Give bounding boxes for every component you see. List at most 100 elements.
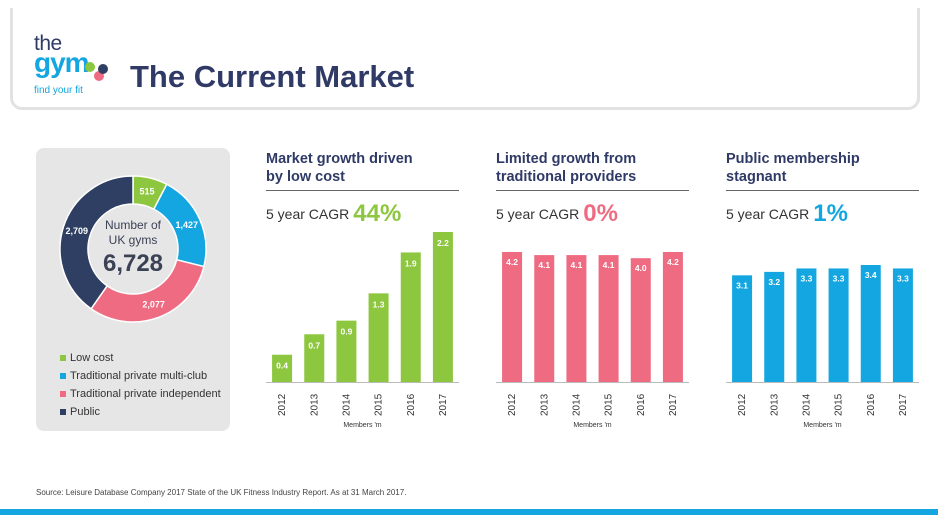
cagr-label-traditional: 5 year CAGR <box>496 206 580 222</box>
x-tick-label: 2014 <box>801 393 812 416</box>
panel-title-traditional-line1: Limited growth from <box>496 151 637 167</box>
bar-value-label: 4.2 <box>506 257 518 267</box>
x-tick-label: 2013 <box>769 393 780 416</box>
legend-swatch-low-cost <box>60 355 66 361</box>
bar-2014 <box>796 268 817 382</box>
x-axis-title: Members 'm <box>343 422 381 429</box>
donut-slice <box>59 175 134 310</box>
panel-rule-low-cost <box>266 190 459 191</box>
x-tick-label: 2014 <box>341 393 352 416</box>
x-tick-label: 2017 <box>898 393 909 416</box>
panel-title-low-cost-line1: Market growth driven <box>266 151 413 167</box>
x-tick-label: 2015 <box>834 393 845 416</box>
legend-label-multi-club: Traditional private multi-club <box>70 370 208 382</box>
logo-tagline: find your fit <box>34 85 83 96</box>
bar-value-label: 1.9 <box>405 258 417 268</box>
panel-title-traditional: Limited growth from traditional provider… <box>496 150 696 186</box>
legend-item-public: Public <box>60 403 221 421</box>
legend-swatch-public <box>60 409 66 415</box>
panel-title-public-line1: Public membership <box>726 151 860 167</box>
logo-text-the: the <box>34 32 62 55</box>
legend-item-low-cost: Low cost <box>60 349 221 367</box>
logo-text-gym: gym <box>34 47 90 78</box>
panel-title-low-cost-line2: by low cost <box>266 169 345 185</box>
bar-2017 <box>892 268 913 382</box>
bar-2015 <box>828 268 849 382</box>
cagr-label-low-cost: 5 year CAGR <box>266 206 350 222</box>
donut-slice-label: 2,709 <box>65 226 88 236</box>
donut-center-label-line1: Number of <box>105 218 162 232</box>
x-tick-label: 2013 <box>309 393 320 416</box>
donut-slice-label: 1,427 <box>176 220 199 230</box>
bar-value-label: 0.7 <box>308 340 320 350</box>
page-title: The Current Market <box>130 59 415 94</box>
brand-logo[interactable]: the gym find your fit <box>34 32 114 104</box>
x-tick-label: 2012 <box>277 393 288 416</box>
bar-2017 <box>432 232 453 382</box>
panel-title-public-line2: stagnant <box>726 169 787 185</box>
bar-value-label: 1.3 <box>373 299 385 309</box>
x-tick-label: 2015 <box>604 393 615 416</box>
bar-value-label: 3.4 <box>865 270 877 280</box>
bar-value-label: 0.9 <box>341 327 353 337</box>
bar-value-label: 4.1 <box>538 260 550 270</box>
bar-2013 <box>534 255 555 382</box>
cagr-label-public: 5 year CAGR <box>726 206 810 222</box>
bar-2012 <box>502 252 523 382</box>
legend-label-public: Public <box>70 406 100 418</box>
bar-value-label: 0.4 <box>276 361 288 371</box>
bar-value-label: 3.3 <box>801 273 813 283</box>
x-tick-label: 2013 <box>539 393 550 416</box>
cagr-public: 5 year CAGR 1% <box>726 200 848 228</box>
cagr-traditional: 5 year CAGR 0% <box>496 200 618 228</box>
bar-value-label: 4.2 <box>667 257 679 267</box>
header-card <box>10 8 920 110</box>
panel-title-public: Public membership stagnant <box>726 150 926 186</box>
legend-item-independent: Traditional private independent <box>60 385 221 403</box>
donut-center-label-line2: UK gyms <box>109 233 158 247</box>
bar-2016 <box>860 265 881 382</box>
bar-2012 <box>272 354 293 382</box>
bar-value-label: 3.3 <box>833 273 845 283</box>
bar-2014 <box>566 255 587 382</box>
logo-dot-pink-icon <box>94 71 104 81</box>
bar-value-label: 4.1 <box>603 260 615 270</box>
logo-dot-green-icon <box>85 62 95 72</box>
x-tick-label: 2017 <box>438 393 449 416</box>
bar-2015 <box>598 255 619 382</box>
bar-2013 <box>764 271 785 382</box>
x-tick-label: 2012 <box>507 393 518 416</box>
legend-swatch-multi-club <box>60 373 66 379</box>
bar-value-label: 3.2 <box>768 277 780 287</box>
bar-2017 <box>662 252 683 382</box>
x-tick-label: 2015 <box>374 393 385 416</box>
legend-label-independent: Traditional private independent <box>70 388 221 400</box>
legend-swatch-independent <box>60 391 66 397</box>
x-tick-label: 2016 <box>636 393 647 416</box>
panel-rule-traditional <box>496 190 689 191</box>
x-axis-title: Members 'm <box>803 422 841 429</box>
bar-2015 <box>368 293 389 382</box>
source-note: Source: Leisure Database Company 2017 St… <box>36 488 407 497</box>
legend-item-multi-club: Traditional private multi-club <box>60 367 221 385</box>
bar-2016 <box>630 258 651 382</box>
bar-2014 <box>336 320 357 382</box>
bar-value-label: 3.1 <box>736 280 748 290</box>
cagr-value-traditional: 0% <box>583 200 618 227</box>
panel-rule-public <box>726 190 919 191</box>
cagr-value-public: 1% <box>813 200 848 227</box>
donut-legend: Low cost Traditional private multi-club … <box>60 349 221 421</box>
donut-slice-label: 2,077 <box>142 299 165 309</box>
x-tick-label: 2016 <box>406 393 417 416</box>
legend-label-low-cost: Low cost <box>70 352 114 364</box>
donut-total-value: 6,728 <box>103 250 163 277</box>
bar-value-label: 4.1 <box>571 260 583 270</box>
bar-value-label: 4.0 <box>635 263 647 273</box>
x-tick-label: 2017 <box>668 393 679 416</box>
cagr-low-cost: 5 year CAGR 44% <box>266 200 401 228</box>
x-tick-label: 2012 <box>737 393 748 416</box>
x-axis-title: Members 'm <box>573 422 611 429</box>
x-tick-label: 2014 <box>571 393 582 416</box>
bar-2013 <box>304 334 325 382</box>
